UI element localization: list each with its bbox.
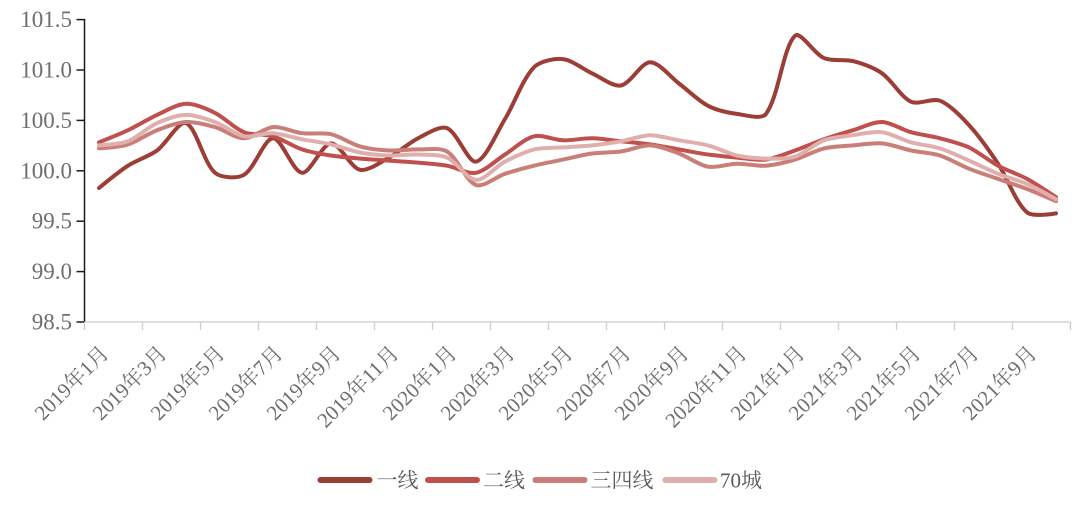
svg-text:99.0: 99.0 [32,259,72,284]
svg-text:101.0: 101.0 [20,58,72,83]
svg-text:99.5: 99.5 [32,209,72,234]
svg-text:100.0: 100.0 [20,158,72,183]
svg-text:101.5: 101.5 [20,7,72,32]
svg-text:100.5: 100.5 [20,108,72,133]
svg-text:70: 70 [720,469,741,493]
svg-text:98.5: 98.5 [32,310,72,335]
